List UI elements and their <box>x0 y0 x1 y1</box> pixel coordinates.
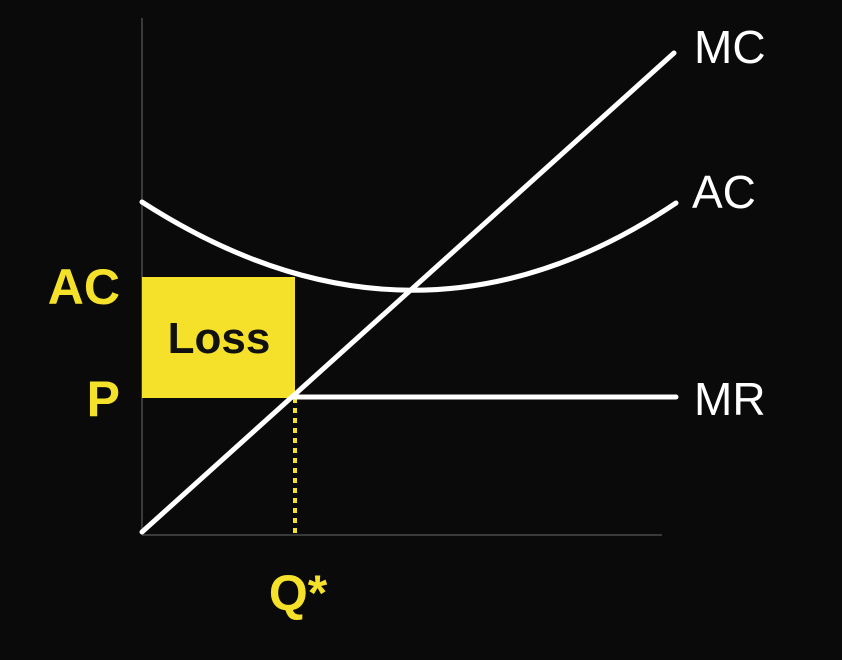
price-label: P <box>87 371 120 427</box>
mc-label: MC <box>694 21 766 73</box>
ac-curve-label: AC <box>692 166 756 218</box>
mr-label: MR <box>694 373 766 425</box>
loss-label: Loss <box>168 314 271 363</box>
mc-line <box>139 50 677 535</box>
quantity-label: Q* <box>269 565 328 621</box>
loss-area <box>142 277 295 398</box>
ac-price-label: AC <box>48 259 120 315</box>
